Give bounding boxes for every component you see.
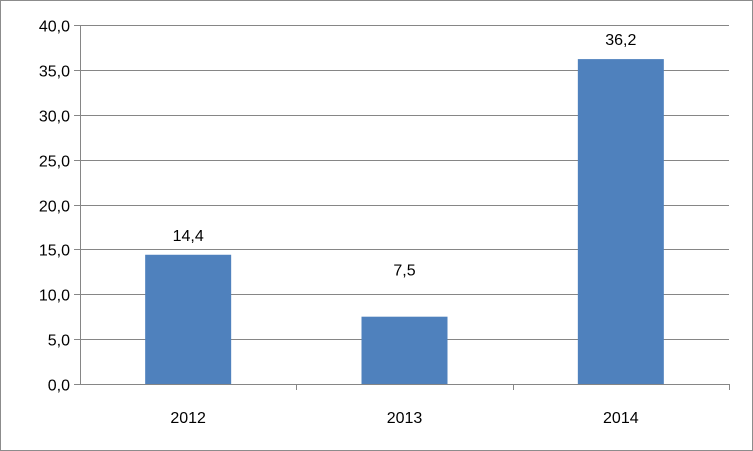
data-label-2012: 14,4	[173, 228, 204, 245]
y-tick-label: 25,0	[39, 154, 70, 171]
data-label-2014: 36,2	[605, 32, 636, 49]
axes	[74, 25, 730, 390]
y-tick-label: 15,0	[39, 243, 70, 260]
y-tick-label: 30,0	[39, 109, 70, 126]
y-tick-label: 0,0	[48, 378, 70, 395]
bar-2012	[145, 254, 232, 384]
x-tick-label-2012: 2012	[170, 410, 206, 427]
data-label-2013: 7,5	[393, 263, 415, 280]
y-tick-label: 35,0	[39, 64, 70, 81]
x-tick-label-2013: 2013	[387, 410, 423, 427]
bar-2013	[361, 316, 448, 384]
y-tick-label: 40,0	[39, 19, 70, 36]
x-tick-label-2014: 2014	[603, 410, 639, 427]
labels: 0,0 5,0 10,0 15,0 20,0 25,0 30,0 35,0 40,0 14,4 20…	[39, 19, 639, 428]
y-tick-label: 10,0	[39, 288, 70, 305]
y-tick-label: 5,0	[48, 333, 70, 350]
bar-2014	[577, 59, 664, 384]
y-tick-label: 20,0	[39, 199, 70, 216]
bars	[145, 59, 664, 384]
